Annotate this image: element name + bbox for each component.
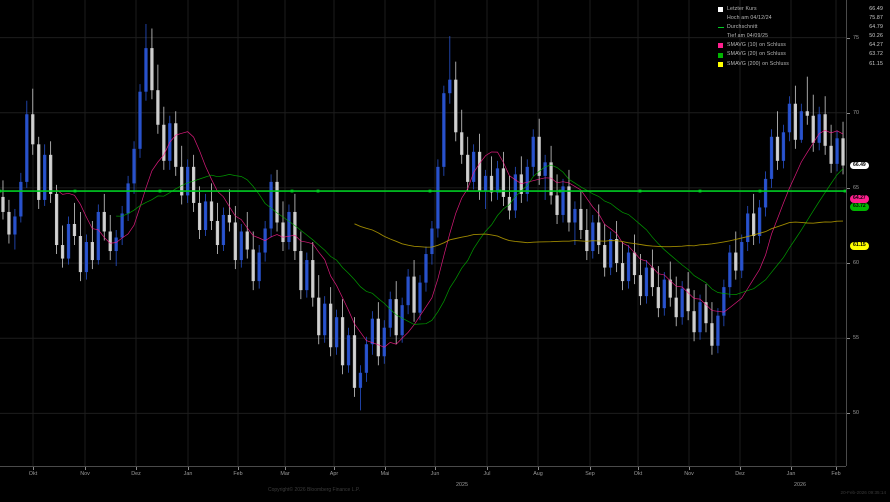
time-axis-tick (334, 467, 335, 470)
tick-label: 75 (853, 34, 859, 41)
legend-value: 64.79 (869, 24, 883, 31)
copyright-notice: Copyright© 2026 Bloomberg Finance L.P. (268, 487, 360, 493)
price-chart-plot-area[interactable] (0, 0, 846, 466)
time-axis-label: Jan (183, 471, 193, 477)
legend-label: SMAVG (20) on Schluss (727, 51, 786, 58)
time-axis-label: Apr (329, 471, 339, 477)
time-axis-tick (136, 467, 137, 470)
legend-value: 50.26 (869, 33, 883, 40)
legend-color-swatch (718, 7, 723, 13)
tick-mark (847, 37, 850, 39)
sma200-badge: 61.15 (850, 241, 869, 250)
last-price-badge: 66.49 (850, 161, 869, 170)
time-axis-tick (188, 467, 189, 470)
time-axis-tick (638, 467, 639, 470)
time-axis-tick (791, 467, 792, 470)
legend-label: Hoch am 04/12/24 (727, 15, 772, 22)
time-axis-tick (33, 467, 34, 470)
time-axis-tick (836, 467, 837, 470)
tick-label: 70 (853, 109, 859, 116)
legend-dash-marker (718, 27, 724, 29)
legend-row: SMAVG (20) on Schluss 63.72 (718, 50, 883, 59)
time-axis-label: Mar (280, 471, 290, 477)
time-axis-tick (487, 467, 488, 470)
legend-value: 61.15 (869, 60, 883, 67)
legend-row: Hoch am 04/12/24 75.87 (718, 14, 883, 23)
legend-label: SMAVG (10) on Schluss (727, 42, 786, 49)
legend-value: 63.72 (869, 51, 883, 58)
tick-mark (847, 112, 850, 114)
timestamp-label: 20-Feb-2026 09:35:14 (840, 490, 886, 495)
legend-color-swatch (718, 61, 723, 67)
legend-color-swatch (718, 43, 723, 49)
legend-color-swatch (718, 52, 723, 58)
chart-legend: Letzter Kurs 66.49 Hoch am 04/12/24 75.87 Du… (718, 5, 883, 69)
time-axis-tick (740, 467, 741, 470)
time-axis-tick (238, 467, 239, 470)
tick-label: 55 (853, 335, 859, 342)
time-axis-label: Feb (831, 471, 841, 477)
time-axis-tick (85, 467, 86, 470)
legend-label: SMAVG (200) on Schluss (727, 60, 790, 67)
time-axis-tick (590, 467, 591, 470)
legend-value: 66.49 (869, 6, 883, 12)
time-axis-year-label: 2026 (794, 482, 806, 488)
price-axis: 75 70 65 60 55 50 66.49 64.27 63.72 61.15 (846, 0, 890, 466)
legend-row: Tief am 04/09/25 50.26 (718, 32, 883, 41)
time-axis-label: Jun (430, 471, 440, 477)
time-axis-label: Nov (684, 471, 694, 477)
tick-mark (847, 338, 850, 340)
legend-row: Letzter Kurs 66.49 (718, 5, 883, 14)
time-axis-tick (689, 467, 690, 470)
time-axis-label: Jul (483, 471, 491, 477)
tick-mark (847, 263, 850, 265)
legend-row: SMAVG (200) on Schluss 61.15 (718, 60, 883, 69)
legend-label: Durchschnitt (727, 24, 758, 31)
time-axis-label: Sep (585, 471, 595, 477)
time-axis-label: Dez (735, 471, 745, 477)
time-axis-label: Feb (233, 471, 243, 477)
time-axis-label: Okt (28, 471, 38, 477)
time-axis-tick (385, 467, 386, 470)
sma10-badge: 64.27 (850, 195, 869, 203)
legend-row: SMAVG (10) on Schluss 64.27 (718, 41, 883, 50)
legend-row: Durchschnitt 64.79 (718, 23, 883, 32)
legend-label: Letzter Kurs (727, 6, 757, 12)
legend-label: Tief am 04/09/25 (727, 33, 769, 40)
candlestick-svg (0, 0, 846, 466)
time-axis-label: Nov (80, 471, 90, 477)
time-axis-label: Dez (131, 471, 141, 477)
time-axis-tick (285, 467, 286, 470)
sma20-badge: 63.72 (850, 203, 869, 211)
tick-mark (847, 413, 850, 415)
legend-value: 75.87 (869, 15, 883, 22)
time-axis: Okt Nov Dez Jan Feb Mar Apr Mai Jun Jul Aug Sep Okt N… (0, 466, 846, 502)
tick-label: 50 (853, 410, 859, 417)
tick-label: 65 (853, 184, 859, 191)
time-axis-year-label: 2025 (456, 482, 468, 488)
legend-value: 64.27 (869, 42, 883, 49)
tick-label: 60 (853, 260, 859, 267)
time-axis-label: Jan (786, 471, 796, 477)
tick-mark (847, 187, 850, 189)
time-axis-tick (538, 467, 539, 470)
time-axis-tick (435, 467, 436, 470)
time-axis-label: Aug (533, 471, 543, 477)
time-axis-label: Okt (633, 471, 643, 477)
time-axis-label: Mai (380, 471, 390, 477)
